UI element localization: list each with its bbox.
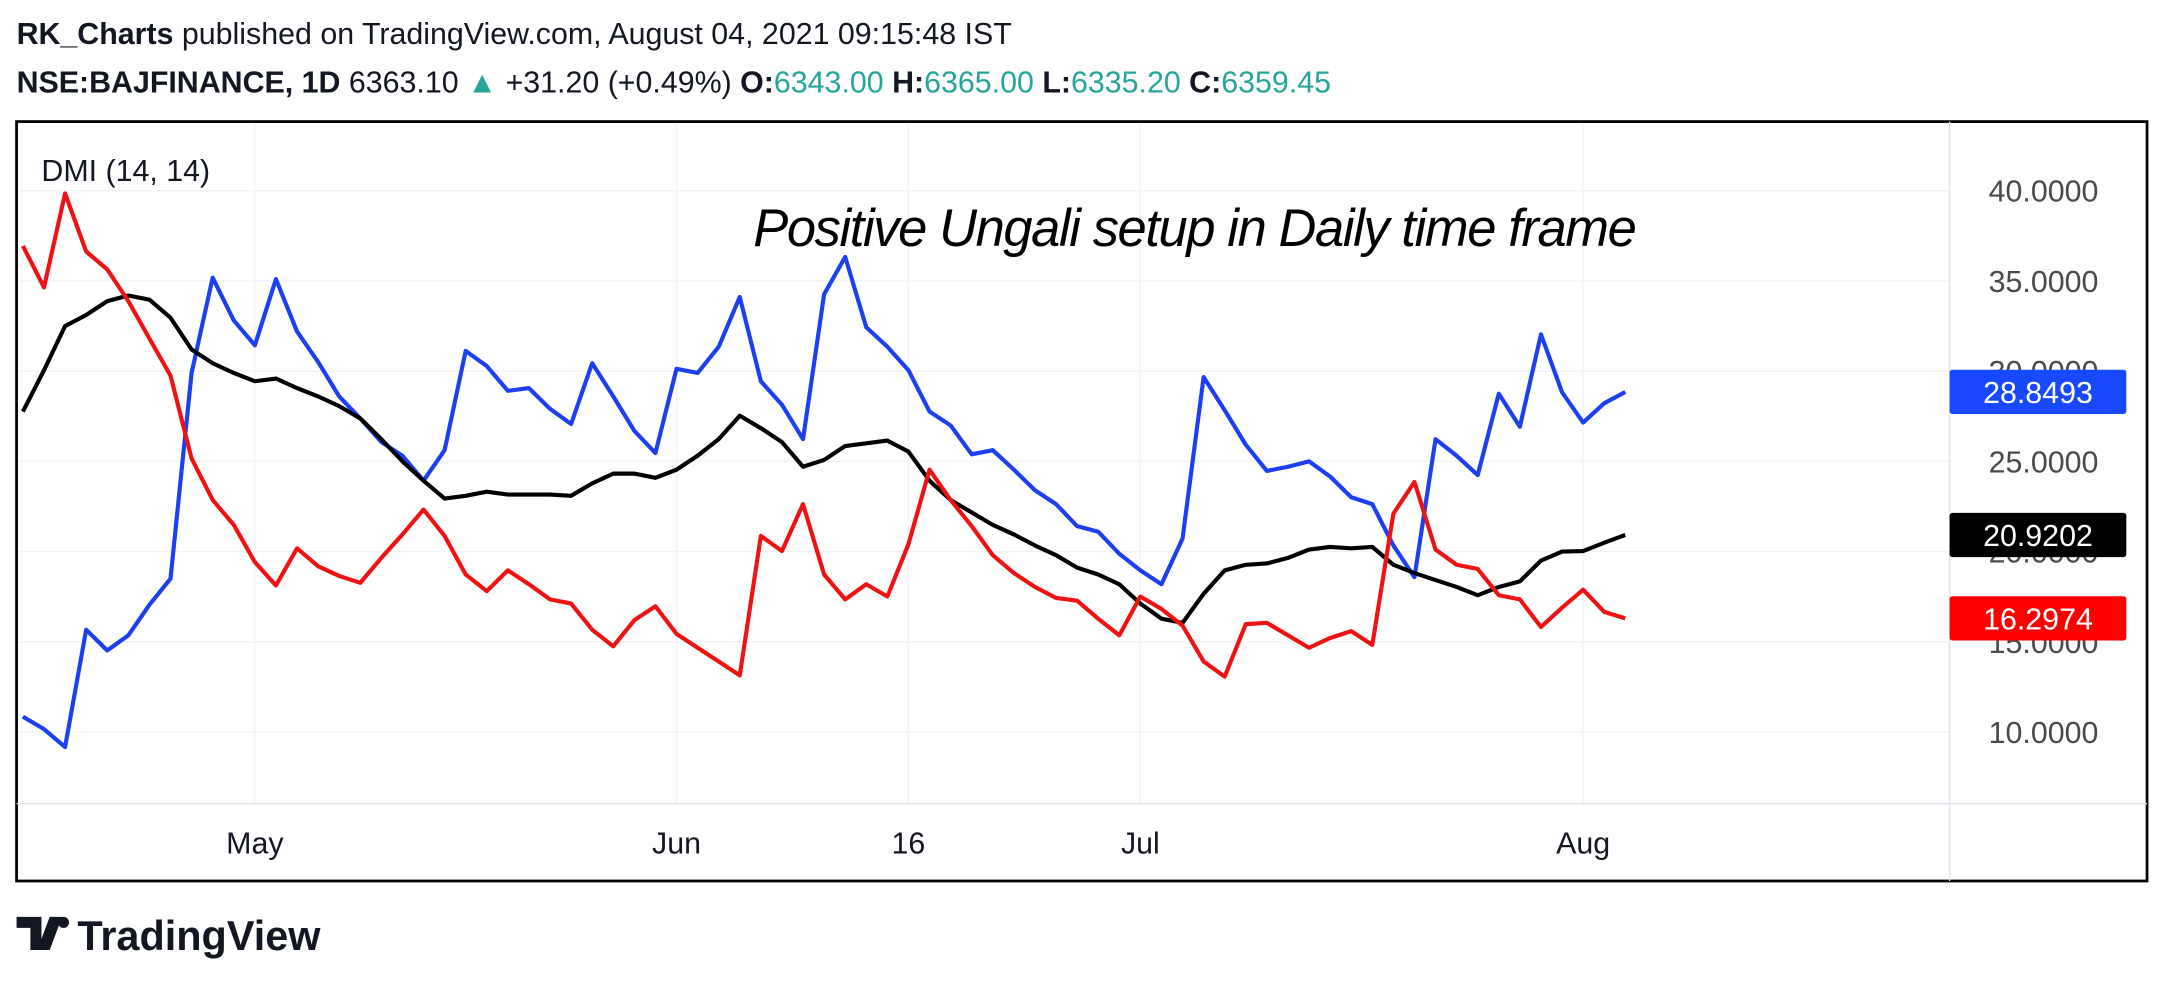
header-line-1: RK_Charts published on TradingView.com, … — [17, 18, 1012, 51]
line-series — [21, 254, 1627, 750]
high-label: H: — [892, 67, 924, 100]
x-tick-label: Jun — [652, 827, 701, 860]
logo: TradingView — [16, 913, 321, 959]
y-tick-label: 25.0000 — [1989, 446, 2099, 479]
arrow: ▲ — [467, 67, 497, 100]
open: 6343.00 — [774, 67, 884, 100]
logo-mark — [16, 916, 63, 951]
chart-frame — [15, 120, 2149, 883]
low: 6335.20 — [1071, 67, 1181, 100]
y-tick-label: 40.0000 — [1989, 176, 2099, 209]
header-line-2: NSE:BAJFINANCE, 1D 6363.10 ▲ +31.20 (+0.… — [17, 67, 1331, 100]
low-label: L: — [1042, 67, 1071, 100]
close: 6359.45 — [1221, 67, 1331, 100]
indicator-label: DMI (14, 14) — [41, 155, 210, 188]
change: +31.20 (+0.49%) — [506, 67, 732, 100]
published: published on TradingView.com, August 04,… — [182, 18, 1012, 51]
x-tick-label: Jul — [1121, 827, 1160, 860]
open-label: O: — [740, 67, 774, 100]
x-tick-label: Aug — [1556, 827, 1610, 860]
symbol: NSE:BAJFINANCE, 1D — [17, 67, 341, 100]
last-value-box — [1949, 596, 2127, 641]
x-tick-label: 16 — [892, 827, 926, 860]
annotation: Positive Ungali setup in Daily time fram… — [753, 200, 1635, 258]
y-tick-label: 35.0000 — [1989, 266, 2099, 299]
line-series — [21, 191, 1626, 679]
last-value-label: 16.2974 — [1983, 603, 2093, 636]
close-label: C: — [1189, 67, 1221, 100]
price: 6363.10 — [349, 67, 459, 100]
logo-dot — [57, 916, 70, 928]
line-series — [21, 293, 1627, 625]
last-value-box — [1949, 369, 2127, 414]
plot — [21, 191, 1627, 750]
last-value-label: 28.8493 — [1983, 377, 2093, 410]
brand: TradingView — [77, 913, 321, 959]
last-value-box — [1949, 512, 2127, 558]
high: 6365.00 — [924, 67, 1034, 100]
x-tick-label: May — [226, 827, 284, 860]
axes: 10.000015.000020.000025.000030.000035.00… — [226, 176, 2127, 860]
y-tick-label: 10.0000 — [1989, 717, 2099, 750]
last-value-label: 20.9202 — [1983, 520, 2093, 553]
author: RK_Charts — [17, 18, 174, 51]
grid — [16, 121, 1950, 804]
